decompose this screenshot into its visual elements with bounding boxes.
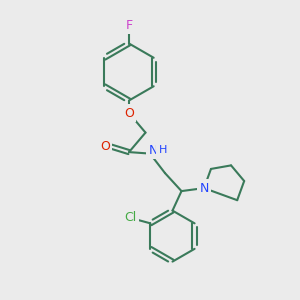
Text: N: N bbox=[148, 143, 158, 157]
Text: N: N bbox=[199, 182, 209, 195]
Text: O: O bbox=[100, 140, 110, 153]
Text: Cl: Cl bbox=[124, 211, 136, 224]
Text: H: H bbox=[158, 145, 167, 155]
Text: O: O bbox=[124, 106, 134, 120]
Text: F: F bbox=[125, 19, 133, 32]
